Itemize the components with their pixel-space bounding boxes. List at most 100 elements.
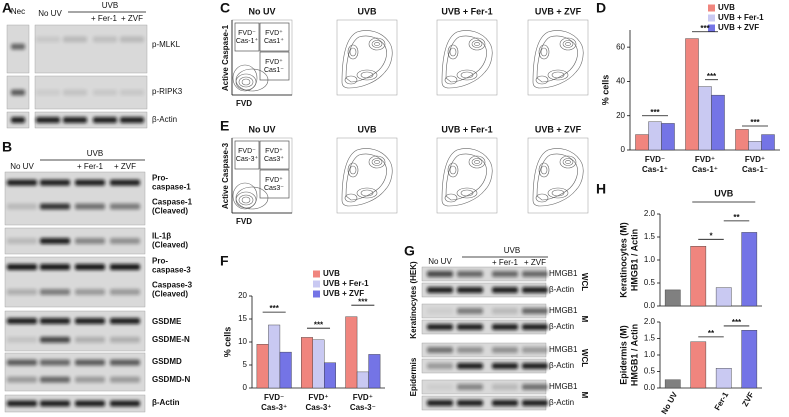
row-label: (Cleaved) <box>152 290 188 299</box>
row-label: HMGB1 <box>549 306 578 315</box>
bar <box>690 341 707 389</box>
blot-band <box>522 347 548 353</box>
row-label: IL-1β (Cleaved) <box>152 232 188 250</box>
blot-band <box>40 400 70 407</box>
blot-band <box>110 203 140 210</box>
blot-band <box>7 289 37 295</box>
row-label: β-Actin <box>152 398 180 407</box>
x-tick-label-line: FVD⁺ <box>745 155 765 164</box>
x-tick-label: FVD⁺ Cas-1⁻ <box>742 155 768 174</box>
blot-band <box>457 324 483 330</box>
blot-band <box>36 36 60 43</box>
blot-band <box>492 271 518 277</box>
x-tick-label-line: Cas-1⁺ <box>642 165 668 174</box>
blot-band <box>457 363 483 369</box>
flow-plots <box>232 30 584 210</box>
gate-label: FVD⁺ <box>265 147 283 155</box>
y-axis-label: Keratinocytes (M) <box>618 222 628 298</box>
x-tick-label-line: FVD⁺ <box>353 393 373 402</box>
blot-band <box>120 117 144 123</box>
significance: *** <box>732 318 742 327</box>
bar <box>635 134 649 151</box>
row-label: GSDMD-N <box>152 375 190 384</box>
section-label: Epidermis <box>409 357 418 396</box>
row-label: Caspase-3 (Cleaved) <box>152 281 193 299</box>
lane-label: No UV <box>38 9 62 18</box>
legend-swatch <box>708 14 715 22</box>
blot-band <box>110 400 140 407</box>
blot-band <box>7 376 37 383</box>
contour-plot <box>341 148 393 207</box>
significance: *** <box>750 118 760 127</box>
row-label: GSDME <box>152 317 182 326</box>
blot-band <box>36 117 60 123</box>
y-tick-label: 1.0 <box>644 350 656 359</box>
group-label: UVB <box>87 149 103 158</box>
bar <box>748 141 762 151</box>
x-tick-label-line: Cas-3⁺ <box>261 403 287 412</box>
row-label: GSDMD <box>152 357 182 366</box>
y-tick-label: 1.0 <box>644 255 656 264</box>
gate <box>234 22 260 52</box>
row-label: β-Actin <box>549 361 574 370</box>
fraction-label: M <box>580 316 589 323</box>
flow-header: UVB <box>357 6 377 16</box>
blot-band <box>63 36 87 43</box>
gate-label: FVD⁺ Cas3⁺ <box>264 147 284 163</box>
row-label: Caspase-3 <box>152 281 193 290</box>
blot-band <box>7 179 37 186</box>
x-tick-label-line: FVD⁺ <box>308 393 328 402</box>
axis-label: Active Caspase-3 <box>221 142 230 209</box>
blot-band <box>7 359 37 366</box>
blot-band <box>40 289 70 295</box>
significance: *** <box>314 320 324 329</box>
gate-label: FVD⁻ Cas-1⁺ <box>236 30 259 45</box>
panel-label: D <box>596 0 606 16</box>
significance: *** <box>650 108 660 117</box>
lane-label: + Fer-1 <box>492 258 519 267</box>
contour-plot <box>441 148 493 207</box>
blot-band <box>457 287 483 293</box>
blot-band <box>40 336 70 343</box>
x-tick-label: No UV <box>660 390 680 416</box>
legend-label: UVB + Fer-1 <box>323 279 369 288</box>
y-tick-label: 0.5 <box>644 278 656 287</box>
x-tick-label-line: FVD⁻ <box>264 393 284 402</box>
gate-label: FVD⁺ Cas1⁻ <box>264 58 284 74</box>
x-tick-label-line: Cas-3⁺ <box>305 403 331 412</box>
blot-band <box>75 238 105 244</box>
row-label: β-Actin <box>152 398 180 407</box>
blot-band <box>7 264 37 270</box>
contour-plot <box>232 182 269 210</box>
gate-label: Cas-1⁺ <box>236 37 259 45</box>
y-tick-label: 2.0 <box>644 209 656 218</box>
lane-label: + ZVF <box>121 14 143 23</box>
blot-band <box>110 289 140 295</box>
bar <box>761 134 775 151</box>
blot-band <box>75 359 105 366</box>
blot-band <box>427 324 453 330</box>
bar <box>268 324 281 389</box>
plot-frame <box>527 19 589 96</box>
y-tick-label: 0.0 <box>644 301 656 310</box>
significance: ** <box>708 329 715 338</box>
blot-band <box>427 271 453 277</box>
blot-strip <box>34 111 148 129</box>
x-tick-label: Fer-1 <box>713 390 731 412</box>
row-label: Pro-caspase-1 <box>152 174 191 192</box>
row-label: HMGB1 <box>549 345 578 354</box>
flow-header: UVB + ZVF <box>535 6 582 16</box>
blot-band <box>75 336 105 343</box>
flow-header: UVB <box>357 124 377 134</box>
blot-band <box>40 318 70 324</box>
lane-label: + Fer-1 <box>91 14 118 23</box>
row-label: GSDMD <box>152 357 182 366</box>
blot-band <box>11 89 25 96</box>
gate-label: Cas1⁻ <box>264 67 284 74</box>
blot-band <box>492 400 518 406</box>
blot-band <box>93 36 117 43</box>
blot-band <box>110 264 140 270</box>
axis-label: FVD <box>236 217 252 226</box>
significance: *** <box>707 72 717 81</box>
flow-header: UVB + Fer-1 <box>441 6 492 16</box>
